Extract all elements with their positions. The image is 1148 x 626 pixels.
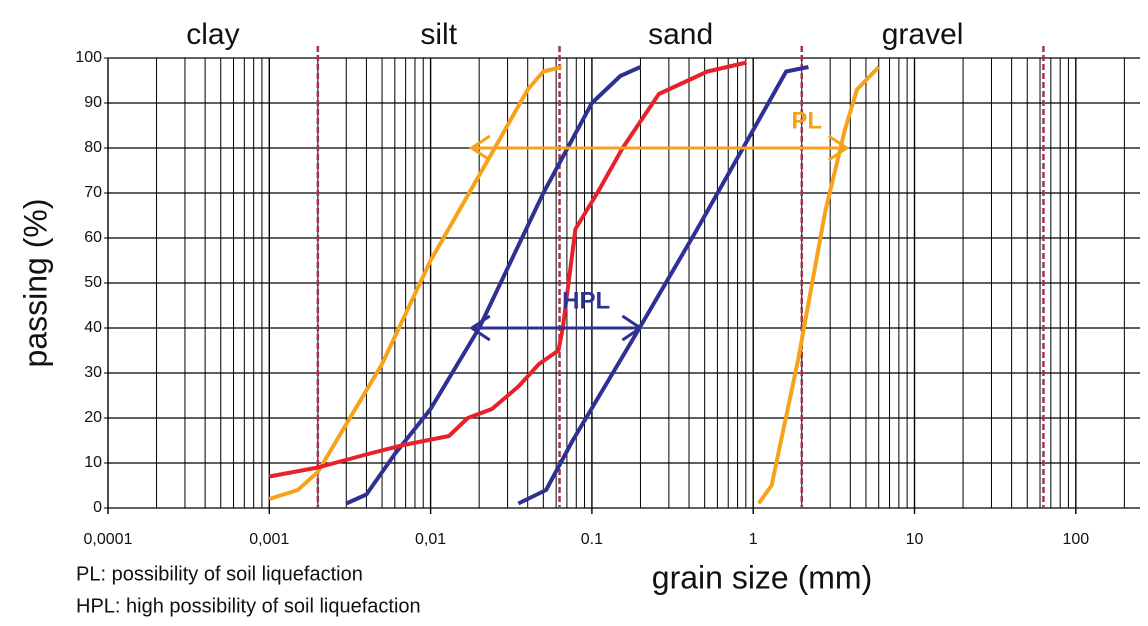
zone-label: gravel	[882, 18, 964, 51]
curve	[756, 65, 881, 505]
y-tick-label: 50	[84, 274, 102, 291]
annotation-label: HPL	[562, 287, 610, 314]
y-tick-label: 60	[84, 229, 102, 246]
x-tick-label: 0,001	[249, 531, 289, 548]
zone-label: clay	[186, 18, 239, 51]
y-tick-label: 40	[84, 319, 102, 336]
arrow-head	[621, 314, 644, 342]
x-tick-label: 1	[749, 531, 758, 548]
y-tick-label: 80	[84, 139, 102, 156]
x-axis-label: grain size (mm)	[652, 559, 872, 595]
x-tick-label: 10	[906, 531, 924, 548]
y-tick-label: 20	[84, 409, 102, 426]
y-tick-label: 0	[93, 499, 102, 516]
note: PL: possibility of soil liquefaction	[76, 563, 363, 585]
arrow-head	[469, 134, 491, 162]
x-tick-label: 0,0001	[84, 531, 133, 548]
y-tick-label: 100	[75, 49, 102, 66]
x-tick-label: 0.1	[581, 531, 603, 548]
zone-label: sand	[648, 18, 713, 51]
note: HPL: high possibility of soil liquefacti…	[76, 595, 421, 617]
zone-label: silt	[420, 18, 457, 51]
y-tick-label: 30	[84, 364, 102, 381]
x-tick-label: 0,01	[415, 531, 446, 548]
curve	[345, 65, 642, 506]
x-tick-label: 100	[1062, 531, 1089, 548]
curve	[517, 65, 809, 506]
annotation-label: PL	[791, 107, 822, 134]
arrow-head	[827, 134, 850, 162]
y-tick-label: 10	[84, 454, 102, 471]
y-tick-label: 90	[84, 94, 102, 111]
y-axis-label: passing (%)	[17, 199, 53, 368]
curve	[268, 60, 748, 479]
y-tick-label: 70	[84, 184, 102, 201]
curve	[268, 65, 563, 501]
arrow-head	[469, 314, 491, 342]
